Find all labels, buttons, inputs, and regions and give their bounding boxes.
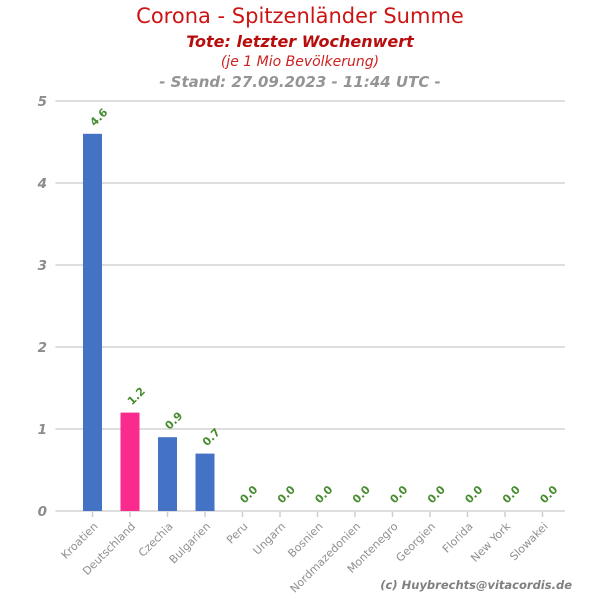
bar-value-label: 0.0 xyxy=(500,483,523,506)
bar-value-label: 0.0 xyxy=(312,483,335,506)
bar-czechia xyxy=(158,437,177,511)
x-axis-category-label: Georgien xyxy=(393,520,438,565)
bar-value-label: 4.6 xyxy=(87,106,110,129)
bar-value-label: 0.0 xyxy=(237,483,260,506)
credit-text: (c) Huybrechts@vitacordis.de xyxy=(380,578,572,592)
y-axis-tick-label: 2 xyxy=(38,340,47,356)
bar-value-label: 0.0 xyxy=(387,483,410,506)
bar-kroatien xyxy=(83,133,102,512)
bar-value-label: 1.2 xyxy=(125,385,148,408)
y-axis-tick-label: 4 xyxy=(37,176,47,192)
y-axis-tick-label: 0 xyxy=(38,504,47,520)
x-axis-category-label: Peru xyxy=(224,520,251,547)
bar-value-label: 0.0 xyxy=(275,483,298,506)
x-axis-category-label: Slowakei xyxy=(507,520,550,563)
x-axis-category-label: Nordmazedonien xyxy=(288,520,364,596)
chart-timestamp: - Stand: 27.09.2023 - 11:44 UTC - xyxy=(159,73,441,91)
chart-per-capita-note: (je 1 Mio Bevölkerung) xyxy=(220,54,380,70)
bar-value-label: 0.0 xyxy=(537,483,560,506)
x-axis-category-label: Bulgarien xyxy=(167,520,213,566)
chart-title: Corona - Spitzenländer Summe xyxy=(136,4,464,28)
x-axis-category-label: New York xyxy=(468,519,513,564)
bar-value-label: 0.0 xyxy=(350,483,373,506)
y-axis-tick-label: 5 xyxy=(38,94,47,110)
bar-bulgarien xyxy=(195,453,215,511)
chart-subtitle: Tote: letzter Wochenwert xyxy=(186,32,414,51)
x-axis-category-label: Florida xyxy=(440,520,476,556)
x-axis-category-label: Ungarn xyxy=(251,520,289,558)
y-axis-tick-label: 3 xyxy=(38,258,47,274)
chart-header: Corona - Spitzenländer Summe Tote: letzt… xyxy=(0,3,600,92)
y-axis-tick-label: 1 xyxy=(38,422,47,438)
bar-deutschland xyxy=(120,412,140,511)
bar-value-label: 0.0 xyxy=(462,483,485,506)
bar-value-label: 0.0 xyxy=(425,483,448,506)
